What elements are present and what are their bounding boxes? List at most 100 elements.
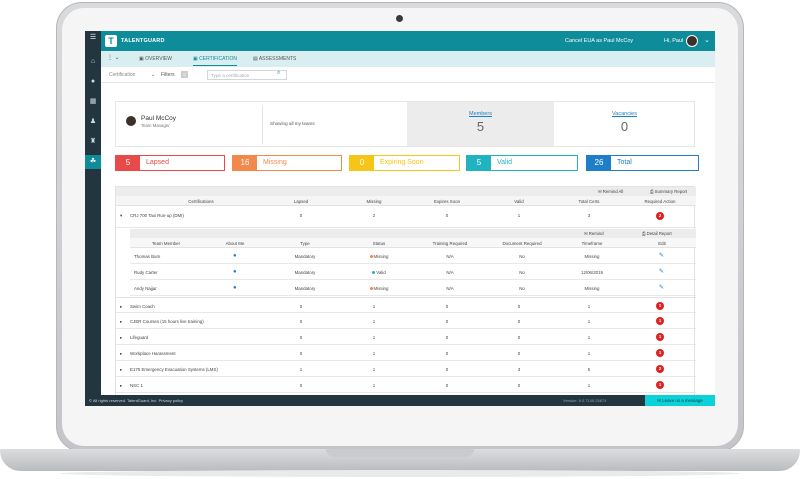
cert-name[interactable]: E175 Emergency Evacuation Systems (LMS) — [130, 367, 218, 372]
stat-valid[interactable]: 5 Valid — [466, 155, 578, 171]
laptop-base — [0, 449, 800, 471]
cell-valid: 0 — [517, 383, 521, 388]
expand-icon[interactable]: ▸ — [120, 351, 123, 356]
required-action-badge[interactable]: 1 — [656, 381, 664, 389]
stat-missing[interactable]: 16 Missing — [232, 155, 342, 171]
table-row[interactable]: ▸ Lifeguard 0 1 0 0 1 1 — [116, 329, 696, 345]
cell-valid: 0 — [517, 319, 521, 324]
members-label[interactable]: Members — [469, 111, 492, 117]
edit-pencil-icon[interactable]: ✎ — [659, 269, 665, 275]
edit-pencil-icon[interactable]: ✎ — [659, 285, 665, 291]
stat-label: Valid — [497, 159, 513, 166]
vacancies-kpi[interactable]: Vacancies 0 — [554, 102, 695, 146]
member-document: No — [519, 286, 525, 291]
required-action-badge[interactable]: 2 — [656, 212, 664, 220]
table-row[interactable]: ▸ Workplace Harassment 0 1 0 0 1 1 — [116, 345, 696, 361]
table-row[interactable]: ▸ NSC 1 0 1 0 0 1 1 — [116, 377, 696, 393]
user-settings-icon[interactable]: ♟ — [89, 118, 97, 125]
stat-total[interactable]: 26 Total — [586, 155, 699, 171]
filter-bar: Certification ⌄ Filters 0 Type a certifi… — [101, 67, 715, 83]
avatar[interactable] — [686, 35, 698, 47]
chevron-down-icon[interactable]: ⌄ — [704, 37, 710, 44]
detail-report-button[interactable]: ⎙ Detail Report — [642, 231, 672, 236]
cell-missing: 1 — [372, 319, 376, 324]
tab-overview-label: OVERVIEW — [145, 56, 172, 62]
table-row-expanded[interactable]: ▾ CRJ 700 Taxi Run-up (DMI) 0 2 0 1 3 2 — [116, 206, 696, 228]
required-action-badge[interactable]: 1 — [656, 349, 664, 357]
search-icon[interactable]: ⌕ — [277, 70, 281, 76]
members-value: 5 — [476, 119, 485, 134]
user-icon[interactable]: ● — [90, 78, 96, 85]
app-menu-icon[interactable]: ☰ — [89, 34, 97, 41]
detail-report-label: Detail Report — [646, 231, 672, 236]
chevron-down-icon[interactable]: ⌄ — [151, 72, 156, 78]
cell-valid: 0 — [517, 304, 521, 309]
expand-icon[interactable]: ▸ — [120, 304, 123, 309]
expand-icon[interactable]: ▸ — [120, 383, 123, 388]
cell-lapsed: 0 — [299, 383, 303, 388]
vacancies-value: 0 — [620, 119, 629, 134]
stat-value: 26 — [587, 156, 611, 170]
about-me-icon[interactable]: ● — [233, 253, 237, 259]
required-action-badge[interactable]: 1 — [656, 302, 664, 310]
tab-overview[interactable]: ▣ OVERVIEW — [139, 56, 172, 62]
tab-bar: ⋮ ⌄ ▣ OVERVIEW ▣ CERTIFICATION ▤ ASSESSM… — [101, 51, 715, 67]
certifications-table: ✉ Remind All ⎙ Summary Report Certificat… — [115, 186, 696, 406]
header-certifications: Certifications — [188, 199, 214, 204]
members-kpi[interactable]: Members 5 — [407, 102, 554, 146]
sub-header-document: Document Required — [502, 241, 542, 246]
expand-icon[interactable]: ▸ — [120, 367, 123, 372]
about-me-icon[interactable]: ● — [233, 285, 237, 291]
certification-select-label[interactable]: Certification — [109, 72, 136, 78]
table-row[interactable]: ▸ E175 Emergency Evacuation Systems (LMS… — [116, 361, 696, 377]
tab-certification[interactable]: ▣ CERTIFICATION — [193, 56, 237, 66]
leave-message-button[interactable]: ✉ Leave us a message — [645, 395, 715, 406]
summary-report-button[interactable]: ⎙ Summary Report — [650, 189, 688, 194]
cert-name[interactable]: CJER Courses (15 hours live training) — [130, 319, 204, 324]
tab-assessments[interactable]: ▤ ASSESSMENTS — [253, 56, 297, 62]
sub-actions: ✉ Remind ⎙ Detail Report — [130, 229, 696, 238]
member-type: Mandatory — [294, 286, 316, 291]
member-row: Andy Najjar ● Mandatory Missing N/A No M… — [130, 280, 696, 296]
cert-name[interactable]: Workplace Harassment — [130, 351, 176, 356]
filters-label[interactable]: Filters — [161, 72, 175, 78]
privacy-link[interactable]: Privacy policy — [158, 398, 184, 403]
remind-all-button[interactable]: ✉ Remind All — [598, 189, 624, 194]
cell-lapsed: 0 — [299, 335, 303, 340]
trophy-icon[interactable]: ♜ — [89, 138, 97, 145]
stat-label: Expiring Soon — [380, 159, 424, 166]
team-icon[interactable]: ☘ — [85, 155, 101, 169]
edit-pencil-icon[interactable]: ✎ — [659, 253, 665, 259]
member-status-text: Missing — [373, 254, 389, 259]
stat-expiring-soon[interactable]: 0 Expiring Soon — [349, 155, 460, 171]
search-input[interactable]: Type a certification — [207, 70, 287, 80]
required-action-badge[interactable]: 1 — [656, 317, 664, 325]
vacancies-label[interactable]: Vacancies — [612, 111, 637, 117]
required-action-badge[interactable]: 1 — [656, 333, 664, 341]
remind-button[interactable]: ✉ Remind — [584, 231, 604, 236]
cert-name[interactable]: NSC 1 — [130, 383, 143, 388]
expand-icon[interactable]: ▸ — [120, 335, 123, 340]
expand-icon[interactable]: ▸ — [120, 319, 123, 324]
about-me-icon[interactable]: ● — [233, 269, 237, 275]
cell-missing: 2 — [372, 213, 376, 218]
cert-name[interactable]: Swim Coach — [130, 304, 155, 309]
grid-icon[interactable]: ▦ — [89, 98, 97, 105]
sub-header-about: About Me — [225, 241, 245, 246]
missing-dot-icon — [369, 287, 373, 291]
required-action-badge[interactable]: 2 — [656, 365, 664, 373]
valid-dot-icon — [372, 271, 376, 275]
cancel-eua-link[interactable]: Cancel EUA as Paul McCoy — [565, 38, 634, 44]
stat-lapsed[interactable]: 5 Lapsed — [115, 155, 225, 171]
sub-header-edit: Edit — [658, 241, 666, 246]
more-menu-icon[interactable]: ⋮ ⌄ — [107, 55, 120, 61]
table-row[interactable]: ▸ Swim Coach 0 1 0 0 1 1 — [116, 297, 696, 313]
member-row: Rudy Carter ● Mandatory Valid N/A No 12/… — [130, 264, 696, 280]
home-icon[interactable]: ⌂ — [90, 58, 96, 65]
header-missing: Missing — [366, 199, 382, 204]
collapse-icon[interactable]: ▾ — [120, 213, 123, 218]
table-row[interactable]: ▸ CJER Courses (15 hours live training) … — [116, 313, 696, 329]
cert-name[interactable]: Lifeguard — [130, 335, 149, 340]
cert-name[interactable]: CRJ 700 Taxi Run-up (DMI) — [130, 213, 184, 218]
